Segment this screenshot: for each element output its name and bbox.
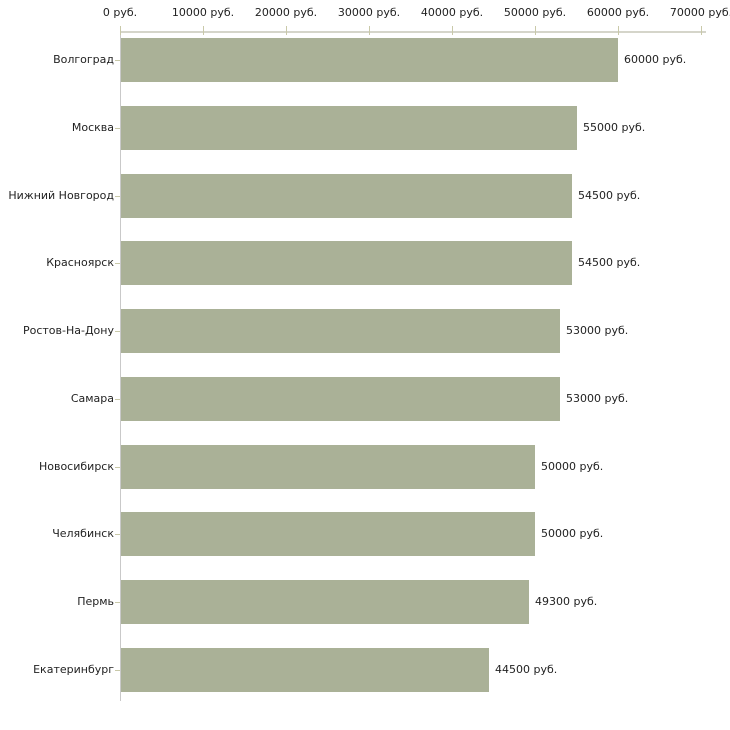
category-label: Нижний Новгород — [8, 189, 114, 202]
x-axis-tick-label: 70000 руб. — [669, 6, 730, 19]
bar-value-label: 44500 руб. — [495, 663, 558, 676]
category-label: Новосибирск — [38, 460, 114, 473]
y-axis-tick-mark — [115, 399, 120, 400]
bar — [121, 648, 489, 692]
y-axis-tick-mark — [115, 602, 120, 603]
x-axis-tick-mark — [203, 26, 204, 35]
x-axis-tick-mark — [369, 26, 370, 35]
category-label: Красноярск — [46, 256, 114, 269]
bar-value-label: 60000 руб. — [624, 53, 687, 66]
x-axis-tick-mark — [618, 26, 619, 35]
bar-value-label: 54500 руб. — [578, 256, 641, 269]
x-axis-tick-mark — [286, 26, 287, 35]
y-axis-tick-mark — [115, 60, 120, 61]
x-axis-tick-mark — [452, 26, 453, 35]
bar — [121, 38, 618, 82]
y-axis-tick-mark — [115, 331, 120, 332]
y-axis-tick-mark — [115, 128, 120, 129]
x-axis-tick-label: 20000 руб. — [254, 6, 318, 19]
bar — [121, 174, 572, 218]
y-axis-tick-mark — [115, 467, 120, 468]
x-axis-tick-label: 30000 руб. — [337, 6, 401, 19]
bar — [121, 580, 529, 624]
bar-value-label: 54500 руб. — [578, 189, 641, 202]
x-axis-tick-mark — [701, 26, 702, 35]
y-axis-tick-mark — [115, 670, 120, 671]
bar — [121, 445, 535, 489]
y-axis-line — [120, 31, 121, 701]
x-axis-tick-label: 50000 руб. — [503, 6, 567, 19]
bar — [121, 309, 560, 353]
y-axis-tick-mark — [115, 263, 120, 264]
bar-value-label: 53000 руб. — [566, 392, 629, 405]
bar — [121, 512, 535, 556]
x-axis-tick-label: 60000 руб. — [586, 6, 650, 19]
x-axis-tick-mark — [535, 26, 536, 35]
category-label: Екатеринбург — [33, 663, 114, 676]
x-axis-tick-label: 10000 руб. — [171, 6, 235, 19]
category-label: Пермь — [77, 595, 114, 608]
bar — [121, 377, 560, 421]
y-axis-tick-mark — [115, 196, 120, 197]
x-axis-tick-label: 0 руб. — [102, 6, 138, 19]
bar-value-label: 53000 руб. — [566, 324, 629, 337]
category-label: Ростов-На-Дону — [22, 324, 114, 337]
category-label: Самара — [70, 392, 114, 405]
x-axis-tick-label: 40000 руб. — [420, 6, 484, 19]
category-label: Челябинск — [52, 527, 114, 540]
x-axis-tick-mark — [120, 26, 121, 35]
category-label: Москва — [71, 121, 114, 134]
x-axis-line — [120, 31, 706, 33]
y-axis-tick-mark — [115, 534, 120, 535]
bar-value-label: 55000 руб. — [583, 121, 646, 134]
bar — [121, 106, 577, 150]
category-label: Волгоград — [53, 53, 114, 66]
bar-value-label: 49300 руб. — [535, 595, 598, 608]
bar-value-label: 50000 руб. — [541, 527, 604, 540]
bar — [121, 241, 572, 285]
bar-value-label: 50000 руб. — [541, 460, 604, 473]
